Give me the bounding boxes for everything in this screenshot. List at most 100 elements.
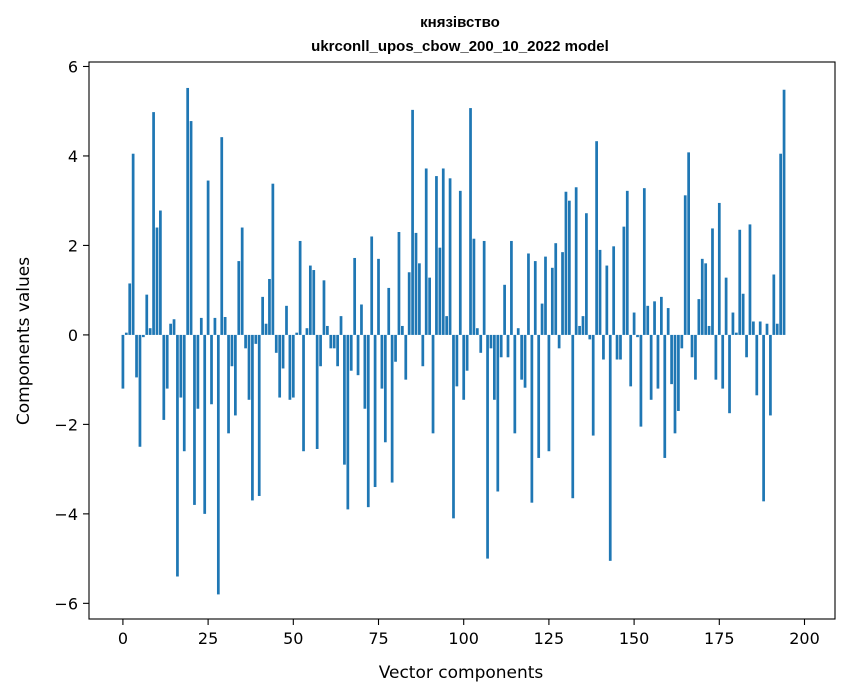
bar-101: [465, 334, 469, 371]
x-axis: 0 25 50 75 100 125 150 175 200: [118, 619, 820, 648]
bar-118: [523, 334, 527, 388]
bar-142: [605, 265, 609, 335]
bar-121: [533, 261, 537, 335]
bar-99: [458, 190, 462, 335]
bar-32: [230, 334, 234, 367]
bar-79: [390, 334, 394, 483]
bar-66: [346, 334, 350, 510]
bar-58: [319, 334, 322, 367]
bar-169: [697, 299, 701, 335]
bar-4: [135, 334, 138, 378]
bar-160: [666, 308, 670, 335]
bar-133: [574, 187, 578, 335]
bar-138: [591, 334, 595, 436]
bar-172: [707, 325, 711, 335]
bar-157: [656, 334, 660, 389]
bar-104: [475, 328, 479, 335]
bar-103: [472, 238, 476, 335]
x-tick-label-150: 150: [619, 629, 650, 648]
bar-81: [397, 232, 401, 335]
bar-117: [520, 334, 524, 380]
bar-57: [315, 334, 319, 449]
bar-185: [752, 321, 755, 335]
bar-86: [414, 232, 418, 335]
bar-42: [264, 323, 268, 335]
bar-190: [769, 334, 772, 416]
bar-72: [366, 334, 370, 508]
bar-181: [738, 229, 742, 335]
bar-116: [516, 328, 520, 335]
x-tick-label-75: 75: [368, 629, 388, 648]
bar-41: [261, 296, 264, 335]
bar-150: [632, 312, 636, 335]
bar-35: [240, 227, 244, 335]
bar-177: [724, 277, 728, 335]
bar-61: [329, 334, 333, 349]
bar-152: [639, 334, 643, 427]
bar-7: [145, 294, 149, 335]
bar-25: [206, 180, 210, 335]
bar-125: [547, 334, 551, 452]
bar-21: [193, 334, 196, 505]
bar-3: [131, 153, 135, 335]
bar-165: [683, 195, 687, 335]
bar-124: [544, 256, 547, 335]
bar-93: [438, 247, 442, 335]
bar-173: [711, 228, 714, 335]
bar-108: [489, 334, 493, 349]
bar-64: [339, 316, 343, 335]
bar-55: [308, 265, 312, 335]
bar-13: [165, 334, 169, 389]
y-tick-label--6: −6: [54, 594, 78, 613]
bar-163: [677, 334, 680, 411]
bar-1: [124, 332, 128, 335]
bar-176: [721, 334, 725, 389]
bar-186: [755, 334, 759, 396]
bar-2: [128, 283, 132, 335]
bar-27: [213, 317, 217, 335]
bar-56: [312, 270, 316, 335]
bar-38: [251, 334, 254, 501]
bar-12: [162, 334, 166, 420]
bar-111: [499, 334, 503, 358]
bar-139: [595, 141, 598, 335]
bar-78: [387, 287, 391, 335]
bar-40: [257, 334, 261, 496]
bar-154: [646, 305, 650, 335]
x-tick-label-200: 200: [789, 629, 820, 648]
bar-97: [452, 334, 455, 519]
bar-88: [421, 334, 425, 367]
bar-80: [394, 334, 397, 362]
bar-144: [612, 246, 616, 335]
bar-183: [745, 334, 748, 358]
bar-24: [203, 334, 207, 514]
bar-43: [268, 278, 271, 335]
bar-96: [448, 178, 452, 335]
bar-141: [602, 334, 605, 360]
bar-159: [663, 334, 667, 458]
bar-65: [343, 334, 346, 465]
bar-170: [700, 258, 704, 335]
bar-140: [598, 249, 602, 335]
chart-title: князівство: [420, 14, 500, 31]
bar-54: [305, 328, 309, 335]
bar-69: [356, 334, 360, 376]
bar-6: [141, 334, 145, 338]
bar-28: [216, 334, 220, 595]
bar-146: [619, 334, 622, 360]
bar-178: [728, 334, 731, 414]
y-tick-label-2: 2: [68, 236, 78, 255]
bar-16: [176, 334, 179, 577]
bar-180: [734, 332, 738, 335]
bar-107: [486, 334, 489, 559]
bar-8: [148, 328, 152, 335]
bar-100: [462, 334, 466, 400]
bar-83: [404, 334, 408, 380]
bar-114: [510, 240, 513, 335]
bar-148: [625, 190, 629, 335]
bar-34: [237, 261, 241, 335]
bar-70: [360, 304, 363, 335]
bar-67: [349, 334, 353, 371]
bar-193: [779, 153, 783, 335]
